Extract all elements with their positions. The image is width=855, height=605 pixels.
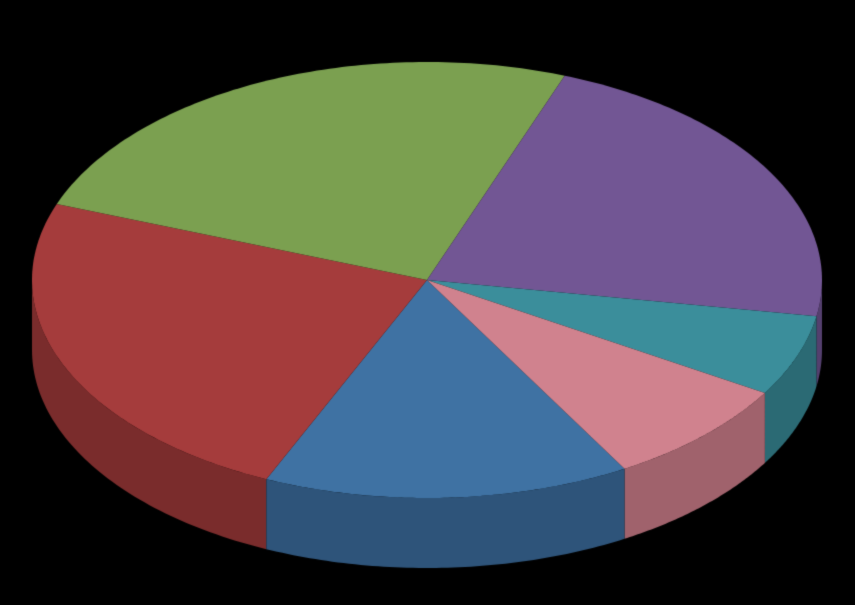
pie-chart-3d	[0, 0, 855, 605]
